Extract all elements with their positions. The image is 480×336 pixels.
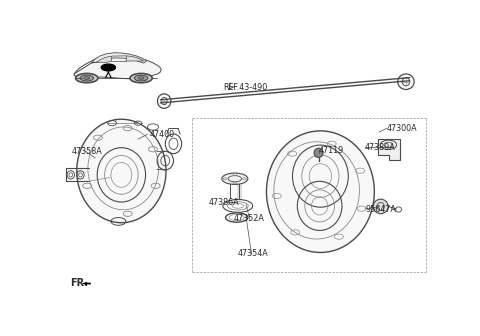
Ellipse shape (266, 131, 374, 252)
Text: FR.: FR. (70, 278, 88, 288)
Ellipse shape (84, 77, 90, 79)
Text: 95647A: 95647A (365, 205, 396, 213)
Text: 47400: 47400 (149, 130, 174, 139)
Text: REF.43-490: REF.43-490 (223, 83, 267, 92)
Polygon shape (378, 139, 400, 160)
Polygon shape (92, 53, 146, 63)
Polygon shape (126, 56, 144, 61)
Ellipse shape (77, 119, 166, 223)
Text: 47389A: 47389A (365, 143, 396, 152)
Text: 47119: 47119 (319, 146, 344, 155)
Ellipse shape (80, 75, 94, 81)
Ellipse shape (134, 75, 148, 81)
Polygon shape (74, 54, 161, 79)
Text: 47300A: 47300A (386, 124, 417, 133)
Text: 47354A: 47354A (238, 249, 269, 258)
Ellipse shape (373, 199, 388, 214)
Ellipse shape (130, 74, 152, 83)
Polygon shape (83, 282, 91, 285)
Text: 47358A: 47358A (71, 146, 102, 156)
Ellipse shape (101, 64, 115, 71)
Ellipse shape (76, 74, 98, 83)
Text: 47352A: 47352A (234, 214, 264, 223)
Ellipse shape (222, 173, 248, 184)
Text: 47386A: 47386A (209, 198, 240, 207)
Ellipse shape (138, 77, 144, 79)
Ellipse shape (314, 148, 323, 158)
Polygon shape (96, 56, 111, 62)
